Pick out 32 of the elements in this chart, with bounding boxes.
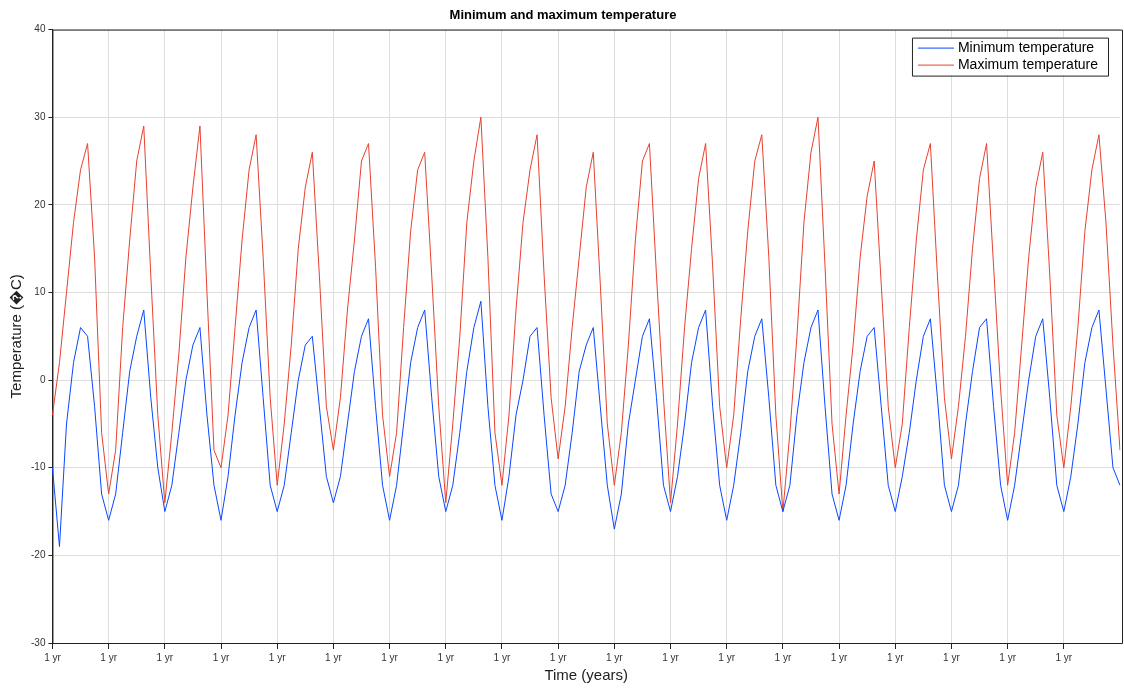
y-tick-label: 10 — [34, 286, 46, 298]
x-tick-label: 1 yr — [549, 651, 568, 663]
x-tick-label: 1 yr — [44, 651, 62, 663]
legend-label: Maximum temperature — [957, 55, 1099, 72]
chart-title: Minimum and maximum temperature — [449, 7, 677, 23]
y-tick-label: -10 — [31, 461, 46, 473]
x-tick-label: 1 yr — [886, 651, 905, 663]
y-tick-label: 30 — [34, 110, 46, 122]
x-tick-label: 1 yr — [605, 651, 624, 663]
x-tick-label: 1 yr — [268, 651, 287, 663]
y-axis-title: Temperature (�C) — [7, 274, 25, 399]
x-tick-label: 1 yr — [325, 651, 343, 663]
x-tick-label: 1 yr — [999, 651, 1017, 663]
x-tick-label: 1 yr — [437, 651, 455, 663]
x-tick-label: 1 yr — [943, 651, 961, 663]
x-tick-label: 1 yr — [718, 651, 736, 663]
x-tick-label: 1 yr — [662, 651, 680, 663]
legend-label: Minimum temperature — [957, 38, 1095, 55]
y-tick-label: -20 — [31, 549, 46, 561]
x-tick-label: 1 yr — [1055, 651, 1073, 663]
x-tick-label: 1 yr — [830, 651, 849, 663]
x-tick-label: 1 yr — [212, 651, 231, 663]
y-tick-label: -30 — [31, 636, 46, 648]
x-tick-label: 1 yr — [493, 651, 511, 663]
y-tick-label: 0 — [39, 373, 46, 385]
y-tick-label: 40 — [34, 23, 46, 35]
x-axis-title: Time (years) — [544, 666, 629, 684]
x-tick-label: 1 yr — [381, 651, 399, 663]
x-tick-label: 1 yr — [100, 651, 118, 663]
y-tick-label: 20 — [34, 198, 46, 210]
x-tick-label: 1 yr — [156, 651, 174, 663]
x-tick-label: 1 yr — [774, 651, 792, 663]
